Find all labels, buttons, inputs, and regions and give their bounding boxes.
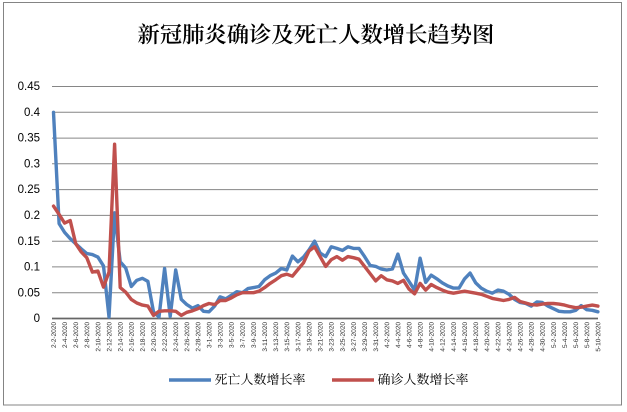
svg-text:0.45: 0.45 [18,81,40,93]
svg-text:0.35: 0.35 [18,133,40,145]
svg-text:0.4: 0.4 [24,107,41,119]
svg-text:0.25: 0.25 [18,184,40,196]
svg-text:0.15: 0.15 [18,236,40,248]
svg-text:0.2: 0.2 [24,210,40,222]
svg-text:0.3: 0.3 [24,158,40,170]
svg-text:0: 0 [34,313,40,325]
svg-text:0.1: 0.1 [24,262,40,274]
svg-text:0.05: 0.05 [18,287,40,299]
